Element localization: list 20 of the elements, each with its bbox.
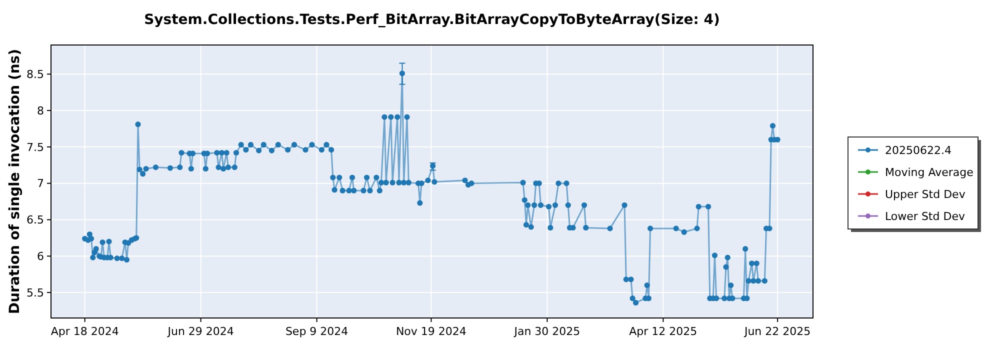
- x-tick-label: Apr 18 2024: [50, 325, 119, 338]
- y-tick-label: 7: [37, 177, 44, 190]
- chart-title: System.Collections.Tests.Perf_BitArray.BitArrayCopyToByteArray(Size: 4): [144, 12, 720, 28]
- y-tick-label: 5.5: [26, 286, 44, 300]
- legend-label: Moving Average: [885, 166, 974, 179]
- x-tick-label: Jun 22 2025: [743, 325, 811, 338]
- y-tick-label: 7.5: [26, 140, 44, 154]
- legend-label: Lower Std Dev: [885, 210, 966, 223]
- y-axis-title: Duration of single invocation (ns): [7, 48, 23, 314]
- y-tick-label: 6: [37, 250, 44, 263]
- y-tick-label: 6.5: [26, 214, 44, 227]
- x-tick-label: Nov 19 2024: [396, 325, 466, 338]
- y-tick-label: 8.5: [26, 68, 44, 81]
- x-tick-label: Jan 30 2025: [513, 325, 580, 338]
- x-tick-label: Jun 29 2024: [166, 325, 234, 338]
- legend-label: 20250622.4: [885, 144, 952, 157]
- x-tick-label: Sep 9 2024: [285, 325, 348, 338]
- legend-label: Upper Std Dev: [885, 188, 966, 201]
- y-tick-label: 8: [37, 104, 44, 118]
- x-tick-label: Apr 12 2025: [629, 325, 698, 338]
